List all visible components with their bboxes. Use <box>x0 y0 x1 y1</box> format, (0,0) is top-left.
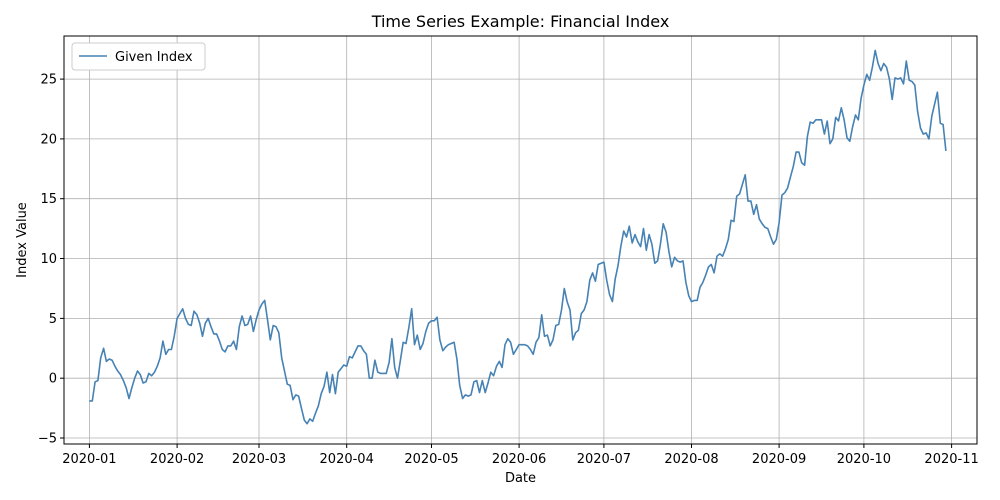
x-tick-label: 2020-08 <box>664 452 718 467</box>
y-axis: −5 0 5 10 15 20 25 <box>38 73 64 447</box>
x-tick-label: 2020-05 <box>404 452 458 467</box>
y-tick-label: 15 <box>40 192 57 207</box>
x-tick-label: 2020-11 <box>924 452 978 467</box>
x-tick-label: 2020-06 <box>492 452 546 467</box>
grid-lines <box>64 36 977 444</box>
y-tick-label: 0 <box>49 372 57 387</box>
x-tick-label: 2020-09 <box>752 452 806 467</box>
y-tick-label: −5 <box>38 432 57 447</box>
chart-title: Time Series Example: Financial Index <box>371 12 670 31</box>
series-layer <box>89 49 947 425</box>
y-tick-label: 5 <box>49 312 57 327</box>
legend-label: Given Index <box>115 50 193 65</box>
x-tick-label: 2020-03 <box>232 452 286 467</box>
legend: Given Index <box>71 42 206 71</box>
x-axis: 2020-01 2020-02 2020-03 2020-04 2020-05 2020-… <box>62 444 979 467</box>
y-tick-label: 20 <box>40 132 57 147</box>
x-tick-label: 2020-04 <box>320 452 374 467</box>
x-tick-label: 2020-07 <box>577 452 631 467</box>
legend-box <box>71 42 206 71</box>
series-line-given-index <box>89 49 947 425</box>
x-tick-label: 2020-02 <box>150 452 204 467</box>
y-tick-label: 25 <box>40 73 57 88</box>
x-tick-label: 2020-10 <box>837 452 891 467</box>
y-tick-label: 10 <box>40 252 57 267</box>
y-axis-title: Index Value <box>15 202 30 278</box>
x-axis-title: Date <box>505 471 536 486</box>
x-tick-label: 2020-01 <box>62 452 116 467</box>
plot-area-frame <box>63 35 978 445</box>
